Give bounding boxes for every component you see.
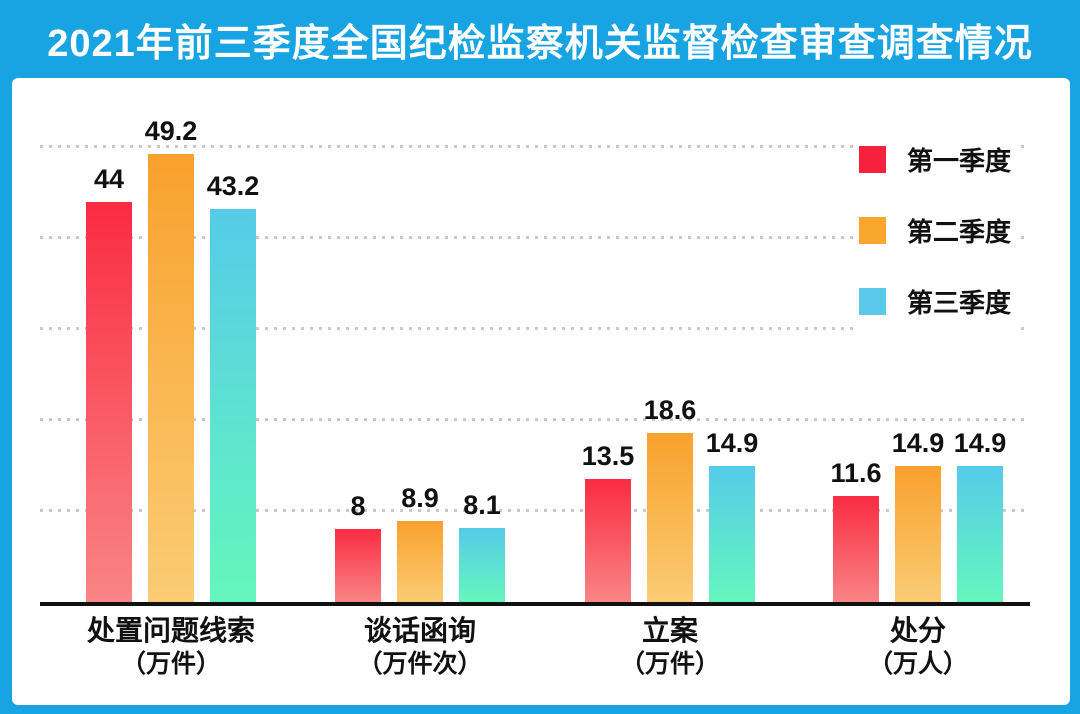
bar-value-label: 11.6 [830,458,882,489]
gridline [40,327,1030,330]
legend-label: 第二季度 [907,217,1012,247]
category-name: 立案 [641,615,698,646]
gridline [40,418,1030,421]
bar-2-4 [895,466,941,602]
bar-value-label: 8.9 [401,483,439,514]
title-banner: 2021年前三季度全国纪检监察机关监督检查审查调查情况 [0,0,1080,78]
page-title: 2021年前三季度全国纪检监察机关监督检查审查调查情况 [47,22,1033,65]
bar-column: 8.1 [459,490,505,602]
bar-group: 11.6 14.9 14.9 [830,78,1006,602]
category-unit: （万人） [867,650,968,678]
bar-group: 8 8.9 8.1 [335,78,505,602]
bar-3-4 [957,466,1003,602]
category-name: 谈话函询 [363,615,476,646]
bar-column: 14.9 [954,428,1006,602]
bar-value-label: 14.9 [891,428,945,459]
category-label: 谈话函询 （万件次） [300,614,540,680]
category-unit: （万件） [619,650,720,678]
bar-column: 14.9 [892,428,944,602]
bar-column: 8 [335,491,381,602]
plot-area: 44 49.2 43.2 处置问题线索 （万件） 8 8.9 8.1 谈话函询 （万件次） 13.5… [40,78,1030,678]
bar-column: 49.2 [145,116,197,602]
category-label: 立案 （万件） [550,614,790,680]
bar-value-label: 18.6 [643,394,697,425]
bar-value-label: 14.9 [953,428,1007,459]
bar-column: 43.2 [207,171,259,602]
bar-3-1 [210,208,256,602]
bar-3-2 [459,528,505,602]
bar-2-3 [647,432,693,602]
bar-value-label: 14.9 [705,428,759,459]
bar-group: 13.5 18.6 14.9 [582,78,758,602]
legend-label: 第一季度 [907,146,1012,176]
gridline [40,509,1030,512]
bar-3-3 [709,466,755,602]
bar-column: 11.6 [830,458,882,602]
chart-card: 44 49.2 43.2 处置问题线索 （万件） 8 8.9 8.1 谈话函询 （万件次） 13.5… [12,78,1070,705]
category-name: 处置问题线索 [86,615,255,646]
legend-swatch [859,288,886,315]
bar-value-label: 8 [350,491,366,522]
bar-column: 44 [86,164,132,602]
bar-1-3 [585,479,631,602]
category-label: 处分 （万人） [798,614,1038,680]
bar-1-2 [335,529,381,602]
bar-value-label: 43.2 [206,170,260,201]
bar-2-1 [148,154,194,602]
category-unit: （万件次） [357,650,483,678]
bar-2-2 [397,521,443,602]
legend-swatch [859,217,886,244]
bar-1-1 [86,201,132,602]
legend-item: 第三季度 [859,283,1011,320]
legend-item: 第一季度 [859,141,1011,178]
legend-swatch [859,146,886,173]
bar-group: 44 49.2 43.2 [86,78,259,602]
category-unit: （万件） [120,650,221,678]
bar-column: 14.9 [706,428,758,602]
bar-value-label: 13.5 [581,441,635,472]
legend: 第一季度第二季度第三季度 [856,138,1018,354]
gridline [40,236,1030,239]
gridline [40,145,1030,148]
bar-column: 13.5 [582,441,634,602]
bar-1-4 [833,496,879,602]
category-name: 处分 [889,615,946,646]
category-label: 处置问题线索 （万件） [51,614,291,680]
legend-item: 第二季度 [859,212,1011,249]
bar-value-label: 49.2 [144,116,198,147]
bar-column: 18.6 [644,395,696,602]
bar-column: 8.9 [397,483,443,602]
bar-value-label: 8.1 [463,490,501,521]
bar-value-label: 44 [93,163,125,194]
legend-label: 第三季度 [907,288,1012,318]
